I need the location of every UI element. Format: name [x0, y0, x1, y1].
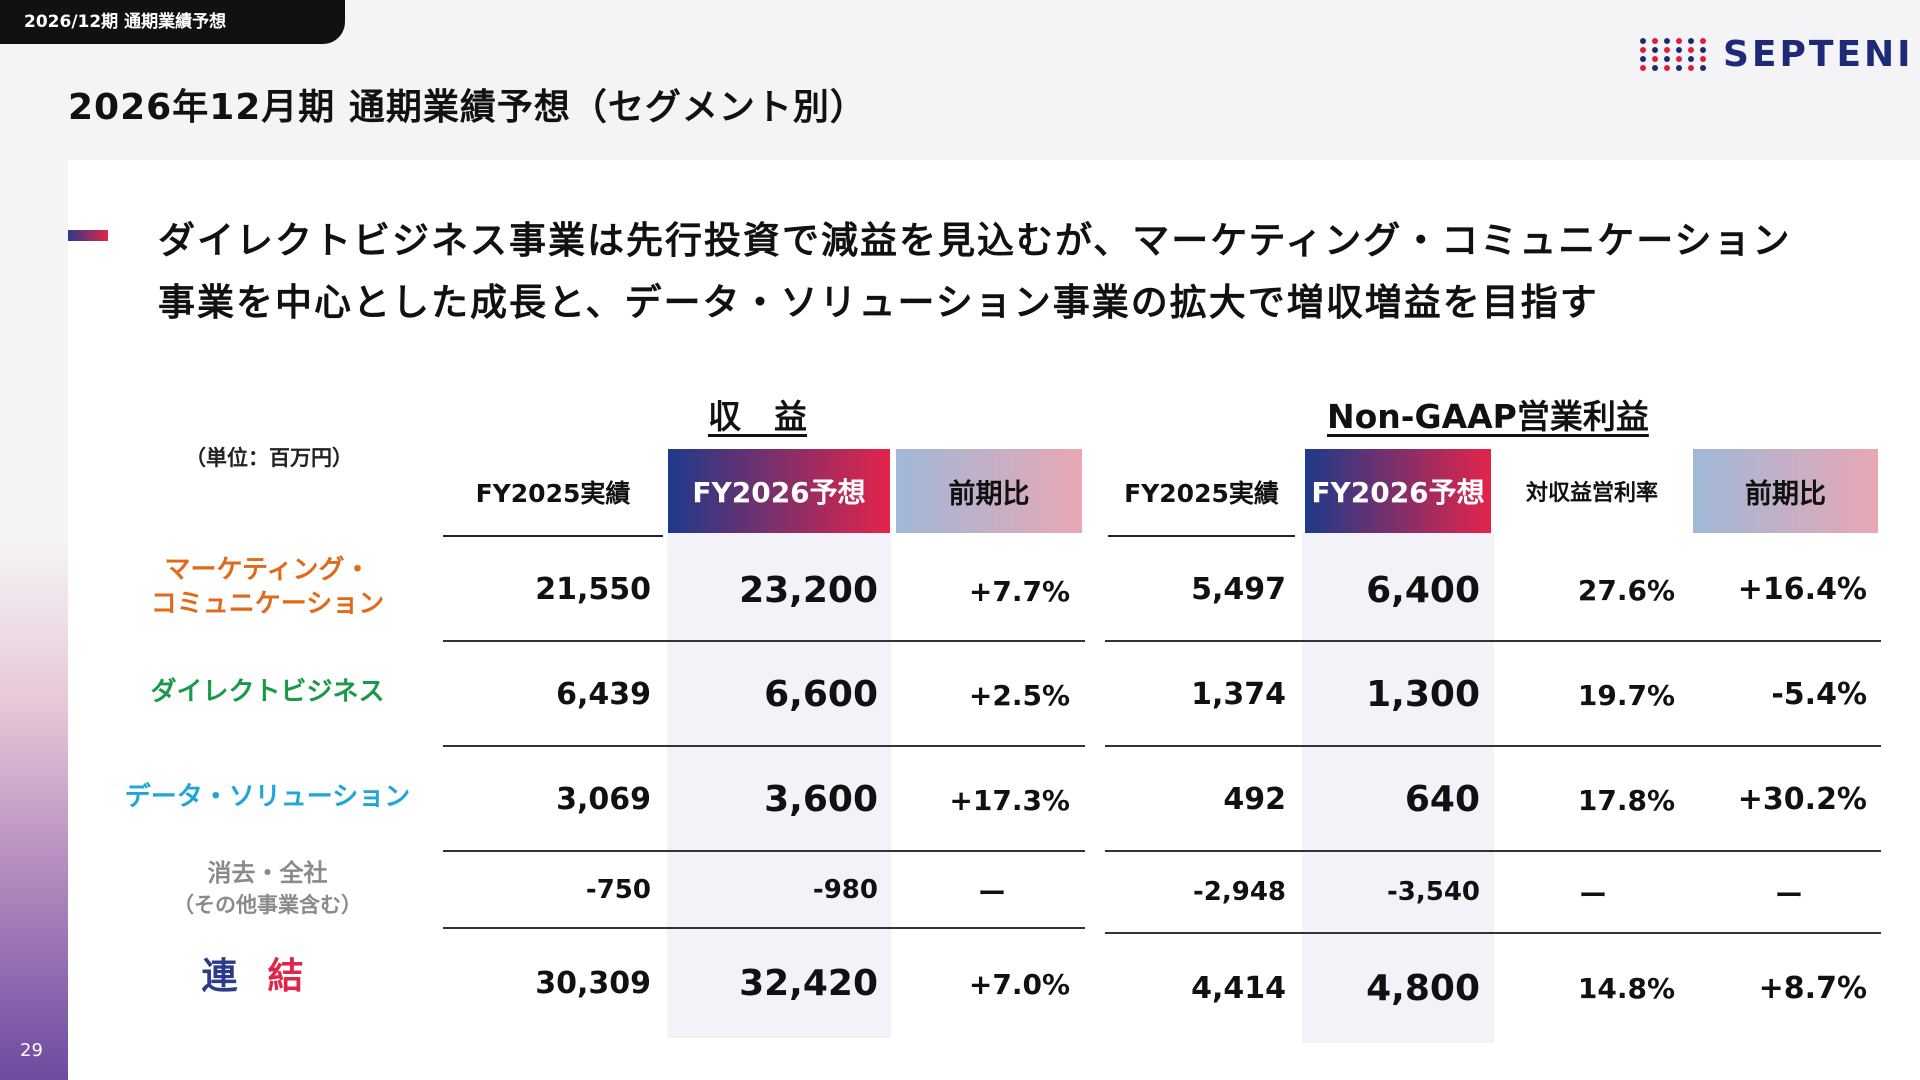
ds-revenue-fy2025: 3,069 — [556, 782, 651, 817]
db-op-fy2026: 1,300 — [1366, 674, 1480, 715]
row-divider — [443, 850, 1085, 852]
septeni-logo: SEPTENI — [1640, 34, 1914, 75]
db-op-fy2025: 1,374 — [1191, 677, 1286, 712]
profit-header-fy2026: FY2026予想 — [1305, 449, 1491, 533]
revenue-header-fy2025: FY2025実績 — [443, 449, 663, 537]
content-panel — [68, 160, 1920, 1080]
revenue-header-fy2026: FY2026予想 — [668, 449, 890, 533]
row-divider — [1105, 745, 1881, 747]
mc-op-yoy: +16.4% — [1737, 572, 1867, 607]
elim-op-fy2025: -2,948 — [1192, 877, 1286, 907]
mc-revenue-fy2025: 21,550 — [535, 572, 651, 607]
ds-op-yoy: +30.2% — [1737, 782, 1867, 817]
row-divider — [1105, 640, 1881, 642]
elim-revenue-fy2025: -750 — [585, 875, 651, 905]
headline: ダイレクトビジネス事業は先行投資で減益を見込むが、マーケティング・コミュニケーシ… — [158, 210, 1792, 334]
row-divider — [1105, 850, 1881, 852]
ds-op-fy2025: 492 — [1223, 782, 1286, 817]
db-op-yoy: -5.4% — [1771, 677, 1867, 712]
total-revenue-yoy: +7.0% — [968, 968, 1070, 1001]
db-revenue-fy2025: 6,439 — [556, 677, 651, 712]
logo-dot-icon — [1640, 38, 1709, 71]
mc-op-fy2026: 6,400 — [1366, 570, 1480, 611]
segment-marketing-communication: マーケティング・ コミュニケーション — [150, 555, 385, 619]
revenue-forecast-shade — [667, 533, 891, 1038]
mc-revenue-yoy: +7.7% — [968, 575, 1070, 608]
ds-revenue-yoy: +17.3% — [949, 784, 1070, 817]
row-divider — [443, 745, 1085, 747]
segment-data-solution: データ・ソリューション — [124, 782, 411, 812]
section-tab: 2026/12期 通期業績予想 — [0, 0, 345, 44]
revenue-header-yoy: 前期比 — [896, 449, 1082, 533]
page-title: 2026年12月期 通期業績予想（セグメント別） — [68, 87, 867, 128]
segment-consolidated: 連結 — [201, 956, 334, 997]
row-divider — [443, 640, 1085, 642]
ds-op-margin: 17.8% — [1577, 784, 1675, 817]
profit-title: Non-GAAP営業利益 — [1327, 397, 1649, 436]
profit-header-margin: 対収益営利率 — [1525, 481, 1658, 506]
db-op-margin: 19.7% — [1577, 679, 1675, 712]
headline-line-2: 事業を中心とした成長と、データ・ソリューション事業の拡大で増収増益を目指す — [158, 281, 1599, 324]
profit-forecast-shade — [1302, 533, 1494, 1043]
page-number: 29 — [20, 1040, 43, 1061]
mc-op-fy2025: 5,497 — [1191, 572, 1286, 607]
unit-label: （単位：百万円） — [185, 446, 353, 470]
row-divider — [443, 927, 1085, 929]
elim-op-fy2026: -3,540 — [1386, 877, 1480, 907]
row-divider — [1105, 932, 1881, 934]
total-op-fy2025: 4,414 — [1191, 971, 1286, 1006]
total-op-yoy: +8.7% — [1758, 971, 1867, 1006]
ds-revenue-fy2026: 3,600 — [764, 779, 878, 820]
elim-revenue-yoy: ー — [977, 877, 1006, 910]
total-revenue-fy2026: 32,420 — [739, 963, 878, 1004]
segment-elimination-corporate: 消去・全社 （その他事業含む） — [173, 859, 362, 917]
elim-revenue-fy2026: -980 — [812, 875, 878, 905]
elim-op-yoy: ー — [1774, 879, 1803, 912]
profit-header-yoy: 前期比 — [1693, 449, 1878, 533]
elim-op-margin: ー — [1578, 879, 1607, 912]
db-revenue-yoy: +2.5% — [968, 679, 1070, 712]
db-revenue-fy2026: 6,600 — [764, 674, 878, 715]
mc-op-margin: 27.6% — [1577, 574, 1675, 607]
total-op-fy2026: 4,800 — [1366, 968, 1480, 1009]
side-gradient-bar — [0, 0, 68, 1080]
revenue-title: 収 益 — [708, 397, 807, 436]
headline-marker — [68, 230, 108, 241]
profit-header-fy2025: FY2025実績 — [1108, 449, 1295, 537]
mc-revenue-fy2026: 23,200 — [739, 570, 878, 611]
logo-text: SEPTENI — [1723, 34, 1914, 75]
ds-op-fy2026: 640 — [1404, 779, 1480, 820]
segment-direct-business: ダイレクトビジネス — [150, 677, 385, 707]
total-revenue-fy2025: 30,309 — [535, 966, 651, 1001]
total-op-margin: 14.8% — [1577, 972, 1675, 1005]
headline-line-1: ダイレクトビジネス事業は先行投資で減益を見込むが、マーケティング・コミュニケーシ… — [158, 219, 1792, 262]
